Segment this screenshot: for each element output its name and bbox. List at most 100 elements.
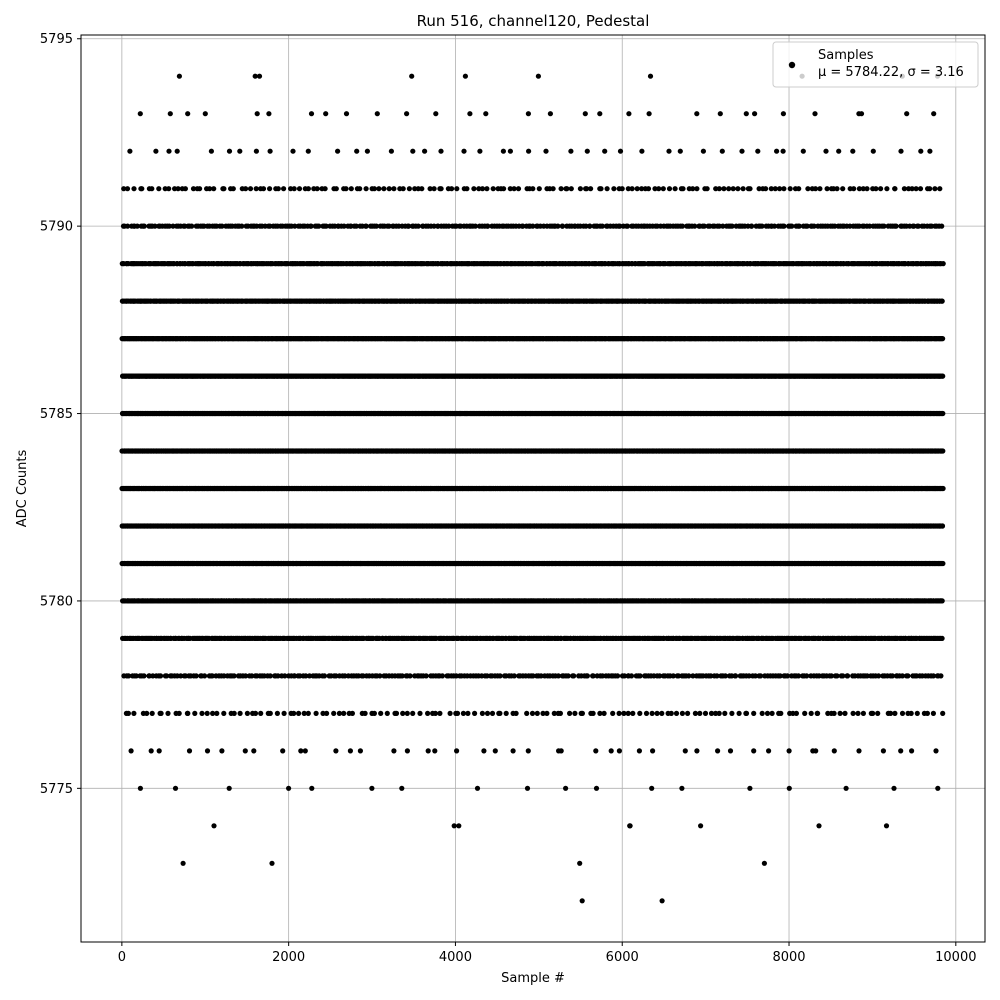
data-points	[119, 73, 946, 904]
data-point	[804, 673, 810, 679]
data-point	[751, 710, 757, 717]
data-point	[659, 898, 665, 904]
data-point	[211, 823, 217, 829]
data-point	[399, 785, 405, 791]
data-point	[786, 785, 792, 791]
data-point	[362, 710, 368, 717]
data-point	[336, 710, 342, 717]
data-point	[892, 710, 898, 717]
data-point	[930, 710, 937, 717]
data-point	[219, 748, 225, 754]
data-point	[302, 748, 308, 754]
data-point	[176, 710, 182, 717]
data-point	[497, 710, 503, 717]
data-point	[842, 710, 848, 717]
data-point	[621, 710, 627, 717]
data-point	[630, 710, 636, 717]
data-point	[571, 673, 577, 679]
data-point	[905, 673, 911, 679]
data-point	[384, 710, 390, 717]
data-point	[252, 710, 259, 717]
data-point	[281, 710, 287, 717]
data-point	[889, 673, 896, 679]
data-point	[702, 710, 709, 717]
data-point	[432, 710, 438, 717]
data-point	[875, 710, 881, 717]
data-point	[670, 673, 676, 679]
data-point	[400, 710, 406, 717]
data-point	[439, 673, 445, 679]
data-point	[654, 710, 660, 717]
data-point	[137, 785, 143, 791]
data-point	[231, 710, 237, 717]
data-point	[563, 785, 569, 791]
data-point	[590, 710, 596, 717]
data-point	[331, 710, 337, 717]
data-point	[320, 710, 326, 717]
data-point	[417, 710, 423, 717]
data-point	[679, 785, 685, 791]
data-point	[940, 710, 946, 717]
data-point	[432, 748, 438, 754]
data-point	[616, 748, 623, 754]
data-point	[625, 710, 631, 717]
data-point	[133, 673, 139, 679]
data-point	[274, 710, 280, 717]
data-point	[840, 673, 846, 679]
data-point	[243, 673, 249, 679]
data-point	[909, 748, 915, 754]
data-point	[610, 710, 616, 717]
data-point	[544, 710, 550, 717]
data-point	[813, 748, 819, 754]
data-point	[357, 748, 363, 754]
data-point	[226, 785, 232, 791]
data-point	[708, 673, 714, 679]
data-point	[795, 673, 802, 679]
data-point	[729, 710, 735, 717]
data-point	[650, 748, 656, 754]
data-point	[715, 748, 721, 754]
data-point	[686, 673, 692, 679]
data-point	[497, 673, 503, 679]
data-point	[759, 710, 765, 717]
data-point	[128, 748, 134, 754]
data-point	[231, 673, 237, 679]
data-point	[636, 748, 643, 754]
data-point	[565, 673, 571, 679]
data-point	[286, 785, 292, 791]
data-point	[481, 748, 487, 754]
data-point	[192, 710, 198, 717]
data-point	[454, 710, 461, 717]
data-point	[673, 710, 680, 717]
data-point	[761, 860, 768, 866]
data-point	[267, 673, 273, 679]
data-point	[933, 748, 939, 754]
data-point	[675, 673, 682, 679]
data-point	[437, 710, 443, 717]
data-point	[525, 748, 531, 754]
data-point	[597, 710, 603, 717]
data-point	[347, 748, 353, 754]
data-point	[557, 710, 564, 717]
data-point	[425, 710, 431, 717]
data-point	[393, 710, 400, 717]
data-point	[309, 785, 315, 791]
data-point	[764, 710, 771, 717]
data-point	[209, 673, 215, 679]
data-point	[407, 673, 413, 679]
data-point	[880, 748, 887, 754]
data-point	[758, 673, 764, 679]
data-point	[282, 673, 288, 679]
data-point	[940, 560, 946, 567]
data-point	[637, 710, 643, 717]
data-point	[930, 673, 937, 679]
data-point	[899, 710, 906, 717]
data-point	[939, 523, 946, 529]
data-point	[668, 710, 674, 717]
data-point	[306, 673, 313, 679]
data-point	[447, 710, 453, 717]
data-point	[935, 785, 941, 791]
data-point	[766, 748, 772, 754]
data-point	[404, 748, 410, 754]
